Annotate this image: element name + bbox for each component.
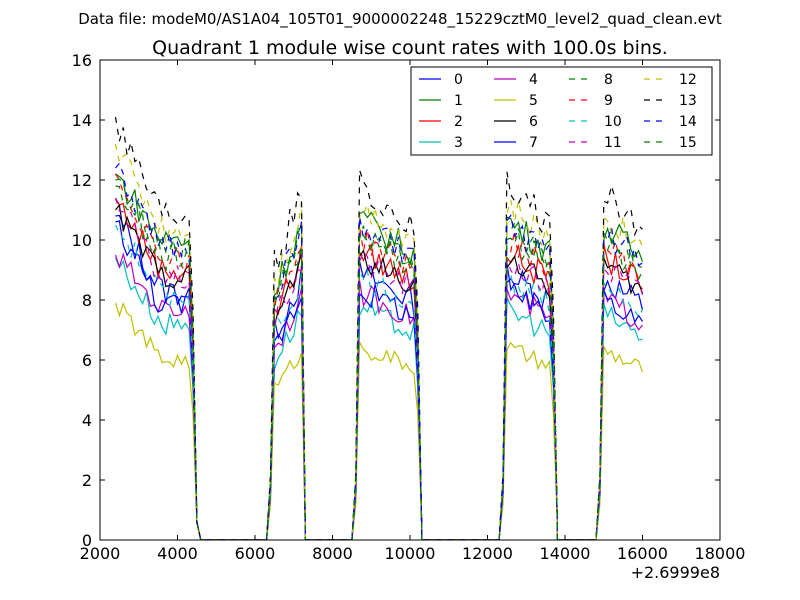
x-tick-label: 4000	[157, 544, 198, 563]
legend-label-13: 13	[679, 93, 697, 109]
legend-label-7: 7	[529, 135, 538, 151]
legend-label-12: 12	[679, 72, 697, 88]
legend-label-14: 14	[679, 114, 697, 130]
legend-label-1: 1	[454, 93, 463, 109]
series-line-14	[115, 162, 643, 540]
legend-label-15: 15	[679, 135, 697, 151]
y-tick-label: 16	[72, 51, 92, 70]
legend-label-2: 2	[454, 114, 463, 130]
y-tick-label: 12	[72, 171, 92, 190]
x-tick-label: 10000	[385, 544, 436, 563]
y-tick-label: 4	[82, 411, 92, 430]
legend-label-4: 4	[529, 72, 538, 88]
chart-title: Quadrant 1 module wise count rates with …	[152, 37, 668, 59]
legend-label-8: 8	[604, 72, 613, 88]
y-tick-label: 6	[82, 351, 92, 370]
x-tick-label: 6000	[235, 544, 276, 563]
x-axis: 2000 4000 6000 8000 10000 12000 14000 16000 1800…	[80, 60, 746, 563]
y-tick-label: 2	[82, 471, 92, 490]
x-tick-label: 8000	[312, 544, 353, 563]
legend-label-6: 6	[529, 114, 538, 130]
y-tick-label: 0	[82, 531, 92, 550]
legend-label-3: 3	[454, 135, 463, 151]
legend-label-11: 11	[604, 135, 622, 151]
series-line-13	[114, 116, 643, 540]
x-tick-label: 16000	[617, 544, 668, 563]
series-layer	[114, 116, 644, 540]
x-tick-label: 18000	[695, 544, 746, 563]
legend-label-0: 0	[454, 72, 463, 88]
y-tick-label: 8	[82, 291, 92, 310]
y-tick-label: 14	[72, 111, 92, 130]
legend-label-5: 5	[529, 93, 538, 109]
data-file-label: Data file: modeM0/AS1A04_105T01_90000022…	[78, 10, 722, 29]
legend-label-10: 10	[604, 114, 622, 130]
y-tick-label: 10	[72, 231, 92, 250]
x-tick-label: 2000	[80, 544, 121, 563]
legend-label-9: 9	[604, 93, 613, 109]
legend-box	[410, 66, 713, 156]
x-offset-label: +2.6999e8	[631, 563, 720, 582]
x-tick-label: 12000	[462, 544, 513, 563]
x-tick-label: 14000	[540, 544, 591, 563]
